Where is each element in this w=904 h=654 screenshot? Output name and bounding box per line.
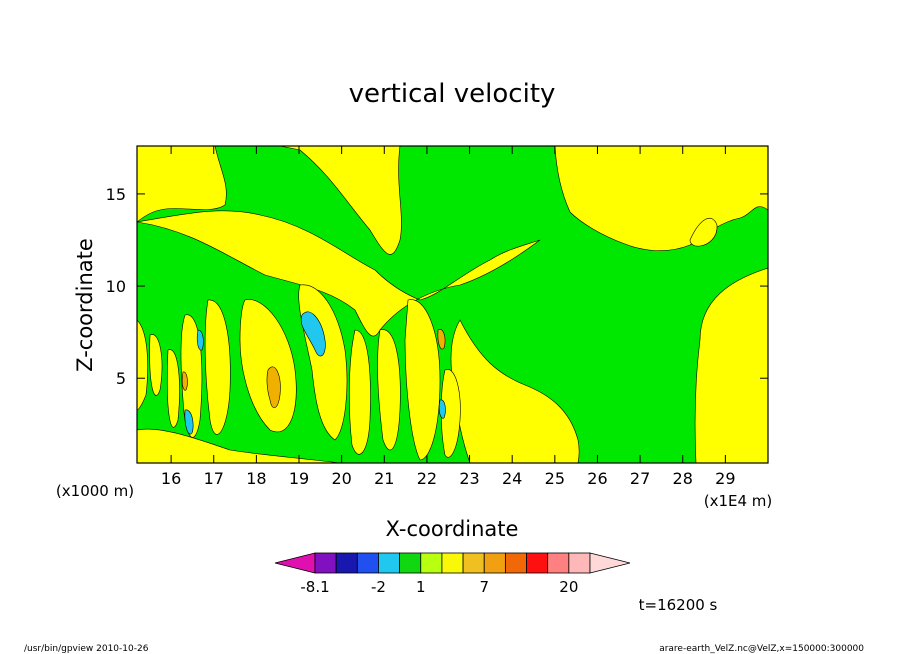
y-tick-label: 10 — [106, 277, 126, 296]
colorbar-bin — [589, 552, 631, 574]
region-yellow-blob-right — [689, 217, 718, 247]
contour-field — [137, 146, 768, 463]
region-yellow-streak-6 — [239, 299, 297, 433]
region-orange-blob-3 — [181, 371, 188, 391]
colorbar-bin — [420, 552, 443, 574]
x-tick-label: 22 — [417, 469, 437, 488]
region-yellow-streak-2 — [149, 334, 163, 396]
region-cyan-blob-2 — [184, 409, 194, 435]
x-tick-label: 17 — [204, 469, 224, 488]
x-tick-label: 23 — [459, 469, 479, 488]
region-yellow-bottom-left — [137, 428, 341, 463]
region-yellow-top-left — [137, 146, 227, 223]
x-tick-label: 25 — [545, 469, 565, 488]
region-yellow-streak-8 — [349, 329, 371, 455]
footer-left: /usr/bin/gpview 2010-10-26 — [24, 644, 149, 654]
y-tick-label: 15 — [106, 185, 126, 204]
x-tick-label: 20 — [331, 469, 351, 488]
region-yellow-streak-5 — [204, 299, 231, 435]
y-tick-label: 5 — [116, 369, 126, 388]
x-unit-right: (x1E4 m) — [704, 492, 773, 510]
region-cyan-blob-3 — [196, 329, 204, 351]
x-axis: 16 17 18 19 20 21 22 23 24 25 26 27 28 29 — [161, 146, 736, 488]
x-tick-label: 24 — [502, 469, 522, 488]
region-orange-blob-1 — [266, 366, 281, 408]
x-tick-label: 29 — [715, 469, 735, 488]
region-yellow-right-bottom — [694, 267, 768, 463]
x-unit-left: (x1000 m) — [56, 482, 134, 500]
colorbar-bin — [504, 552, 527, 574]
colorbar-bin — [483, 552, 506, 574]
y-axis-label: Z-coordinate — [73, 238, 97, 372]
y-axis: 5 10 15 — [106, 185, 768, 388]
region-cyan-blob-4 — [438, 399, 446, 419]
colorbar-bin — [441, 552, 464, 574]
colorbar-tick-label: 1 — [416, 578, 426, 596]
colorbar-bin — [462, 552, 485, 574]
time-label: t=16200 s — [639, 596, 718, 614]
region-yellow-top-mid — [279, 146, 402, 255]
plot-frame — [136, 145, 769, 464]
colorbar-tick-label: -2 — [371, 578, 386, 596]
colorbar-bin — [399, 552, 422, 574]
x-tick-label: 19 — [289, 469, 309, 488]
colorbar-tick-label: 7 — [479, 578, 489, 596]
colorbar-tick-label: 20 — [559, 578, 578, 596]
colorbar-bin — [314, 552, 337, 574]
region-yellow-streak-10 — [404, 299, 441, 461]
chart-title: vertical velocity — [349, 79, 556, 109]
colorbar: -8.1 -2 1 7 20 — [274, 552, 631, 596]
footer-right: arare-earth_VelZ.nc@VelZ,x=150000:300000 — [659, 644, 864, 654]
region-cyan-blob-1 — [300, 311, 326, 357]
x-tick-label: 18 — [246, 469, 266, 488]
colorbar-bin — [568, 552, 591, 574]
colorbar-bin — [378, 552, 401, 574]
colorbar-tick-label: -8.1 — [300, 578, 329, 596]
colorbar-bin — [274, 552, 316, 574]
x-tick-label: 21 — [374, 469, 394, 488]
region-yellow-streak-3 — [166, 349, 180, 428]
x-axis-label: X-coordinate — [386, 517, 519, 541]
colorbar-bin — [335, 552, 358, 574]
colorbar-bin — [526, 552, 549, 574]
colorbar-bin — [356, 552, 379, 574]
region-orange-blob-2 — [437, 328, 446, 350]
region-yellow-streak-9 — [377, 329, 401, 451]
x-tick-label: 28 — [673, 469, 693, 488]
x-tick-label: 26 — [587, 469, 607, 488]
x-tick-label: 27 — [630, 469, 650, 488]
x-tick-label: 16 — [161, 469, 181, 488]
colorbar-bin — [547, 552, 570, 574]
